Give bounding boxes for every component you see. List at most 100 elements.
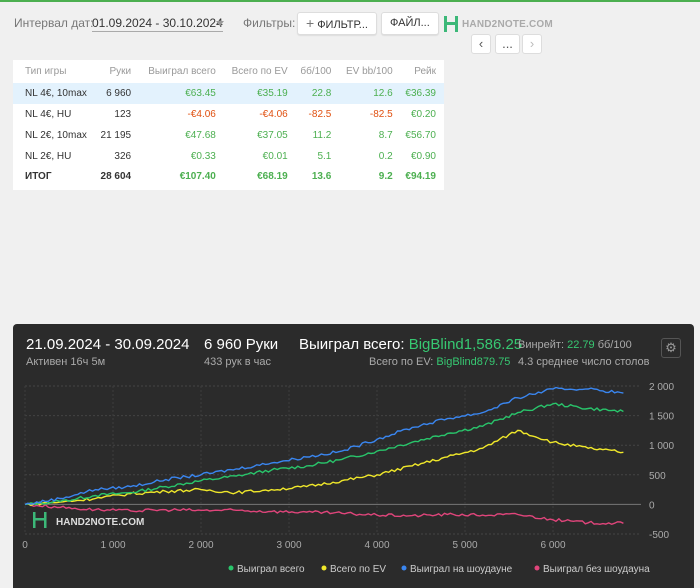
y-tick-label: 1 000: [649, 441, 674, 452]
legend-dot: [228, 565, 234, 571]
legend-label: Выиграл на шоудауне: [410, 564, 513, 575]
table-row[interactable]: NL 4€, 10max 6 960 €63.45 €35.19 22.8 12…: [13, 83, 444, 104]
date-interval-label: Интервал дат:: [14, 16, 94, 30]
column-header[interactable]: EV bb/100: [345, 66, 393, 77]
table-cell: 13.6: [311, 171, 332, 182]
winrate: Винрейт: 22.79 бб/100: [518, 339, 632, 351]
avg-tables: 4.3 среднее число столов: [518, 356, 650, 368]
column-header[interactable]: Тип игры: [25, 66, 67, 77]
x-tick-label: 2 000: [188, 540, 213, 551]
x-tick-label: 3 000: [276, 540, 301, 551]
table-cell: 8.7: [378, 130, 393, 141]
won-total: Выиграл всего: BigBlind1,586.25: [299, 336, 522, 353]
y-tick-label: 500: [649, 471, 666, 482]
x-tick-label: 4 000: [364, 540, 389, 551]
legend-label: Всего по EV: [330, 564, 386, 575]
column-header[interactable]: Всего по EV: [231, 66, 288, 77]
series-line: [24, 402, 624, 506]
table-cell: €56.70: [405, 130, 436, 141]
more-button[interactable]: ...: [495, 34, 520, 54]
table-cell: €0.01: [262, 151, 288, 162]
x-tick-label: 6 000: [540, 540, 565, 551]
gear-icon[interactable]: ⚙: [661, 338, 681, 358]
bankroll-chart: HAND2NOTE.COM 2 000 1 500 1 000 500 0 -500 0 1 …: [22, 382, 674, 575]
table-cell: NL 4€, HU: [25, 109, 72, 120]
filters-label: Фильтры:: [243, 16, 296, 30]
table-cell: NL 4€, 10max: [13, 83, 96, 104]
won-value: BigBlind1,586.25: [408, 336, 523, 353]
x-tick-label: 1 000: [100, 540, 125, 551]
series-line: [24, 502, 624, 526]
table-row[interactable]: NL 2€, 10max 21 195 €47.68 €37.05 11.2 8…: [13, 125, 444, 146]
table-cell: 21 195: [100, 130, 132, 141]
watermark-text: HAND2NOTE.COM: [56, 517, 144, 528]
table-cell: €68.19: [257, 171, 288, 182]
filter-button[interactable]: + ФИЛЬТР...: [297, 12, 377, 35]
table-cell: €0.33: [190, 151, 216, 162]
table-cell: €36.39: [400, 83, 444, 104]
table-cell: 22.8: [295, 83, 340, 104]
chart-watermark: HAND2NOTE.COM: [33, 512, 144, 528]
table-cell: €0.90: [410, 151, 436, 162]
table-cell: €37.05: [257, 130, 288, 141]
file-button[interactable]: ФАЙЛ...: [381, 12, 439, 35]
y-tick-label: 1 500: [649, 412, 674, 423]
legend-dot: [401, 565, 407, 571]
y-tick-label: 2 000: [649, 382, 674, 393]
column-header[interactable]: бб/100: [300, 66, 332, 77]
table-cell: 0.2: [378, 151, 393, 162]
table-cell: -82.5: [308, 109, 332, 120]
chart-series: [24, 386, 624, 526]
y-tick-label: -500: [649, 530, 669, 541]
table-cell: -82.5: [369, 109, 393, 120]
table-cell: €107.40: [179, 171, 216, 182]
column-header[interactable]: Выиграл всего: [148, 66, 216, 77]
table-cell: NL 2€, HU: [25, 151, 72, 162]
chevron-down-icon[interactable]: [216, 21, 224, 26]
filter-button-label: ФИЛЬТР...: [317, 19, 368, 31]
table-cell: NL 2€, 10max: [25, 130, 87, 141]
legend-dot: [321, 565, 327, 571]
hands-per-hour: 433 рук в час: [204, 356, 272, 368]
table-cell: -€4.06: [259, 109, 288, 120]
table-cell: €35.19: [223, 83, 296, 104]
prev-button[interactable]: ‹: [471, 34, 491, 54]
table-cell: 11.2: [312, 130, 332, 141]
series-line: [24, 386, 624, 506]
legend-label: Выиграл без шоудауна: [543, 563, 650, 575]
table-cell: 12.6: [339, 83, 401, 104]
plus-icon: +: [306, 15, 315, 31]
chart-axes: 2 000 1 500 1 000 500 0 -500 0 1 000 2 000 3 000 4…: [22, 382, 674, 551]
table-cell: 123: [114, 109, 132, 120]
stats-table: Тип игры Руки Выиграл всего Всего по EV …: [13, 60, 444, 186]
x-tick-label: 0: [22, 540, 28, 551]
winrate-unit: бб/100: [597, 339, 632, 351]
top-accent-line: [0, 0, 700, 2]
table-cell: -€4.06: [187, 109, 216, 120]
next-button[interactable]: ›: [522, 34, 542, 54]
table-cell: ИТОГ: [25, 171, 52, 182]
x-tick-label: 5 000: [452, 540, 477, 551]
series-line: [24, 429, 624, 507]
table-header-row: Тип игры Руки Выиграл всего Всего по EV …: [13, 60, 444, 83]
column-header[interactable]: Руки: [109, 66, 132, 77]
table-cell: €94.19: [405, 171, 436, 182]
logo-text: HAND2NOTE.COM: [462, 19, 553, 30]
winrate-label: Винрейт:: [518, 339, 565, 351]
table-cell: 326: [114, 151, 132, 162]
hand2note-logo-icon: [444, 16, 458, 32]
column-header[interactable]: Рейк: [414, 66, 436, 77]
toolbar: Интервал дат: 01.09.2024 - 30.10.2024 Фи…: [0, 9, 700, 35]
table-cell: 28 604: [100, 171, 132, 182]
chart-legend: Выиграл всего Всего по EV Выиграл на шоуда…: [228, 563, 650, 575]
date-range-picker[interactable]: 01.09.2024 - 30.10.2024: [92, 16, 223, 32]
table-row[interactable]: NL 4€, HU 123 -€4.06 -€4.06 -82.5 -82.5 …: [13, 104, 444, 125]
table-row[interactable]: NL 2€, HU 326 €0.33 €0.01 5.1 0.2 €0.90: [13, 146, 444, 167]
table-cell: 5.1: [317, 151, 332, 162]
table-cell: €0.20: [410, 109, 436, 120]
y-tick-label: 0: [649, 500, 655, 511]
legend-dot: [534, 565, 540, 571]
table-cell: €47.68: [185, 130, 216, 141]
table-total-row: ИТОГ 28 604 €107.40 €68.19 13.6 9.2 €94.…: [13, 167, 444, 186]
watermark-logo-icon: [33, 512, 47, 528]
